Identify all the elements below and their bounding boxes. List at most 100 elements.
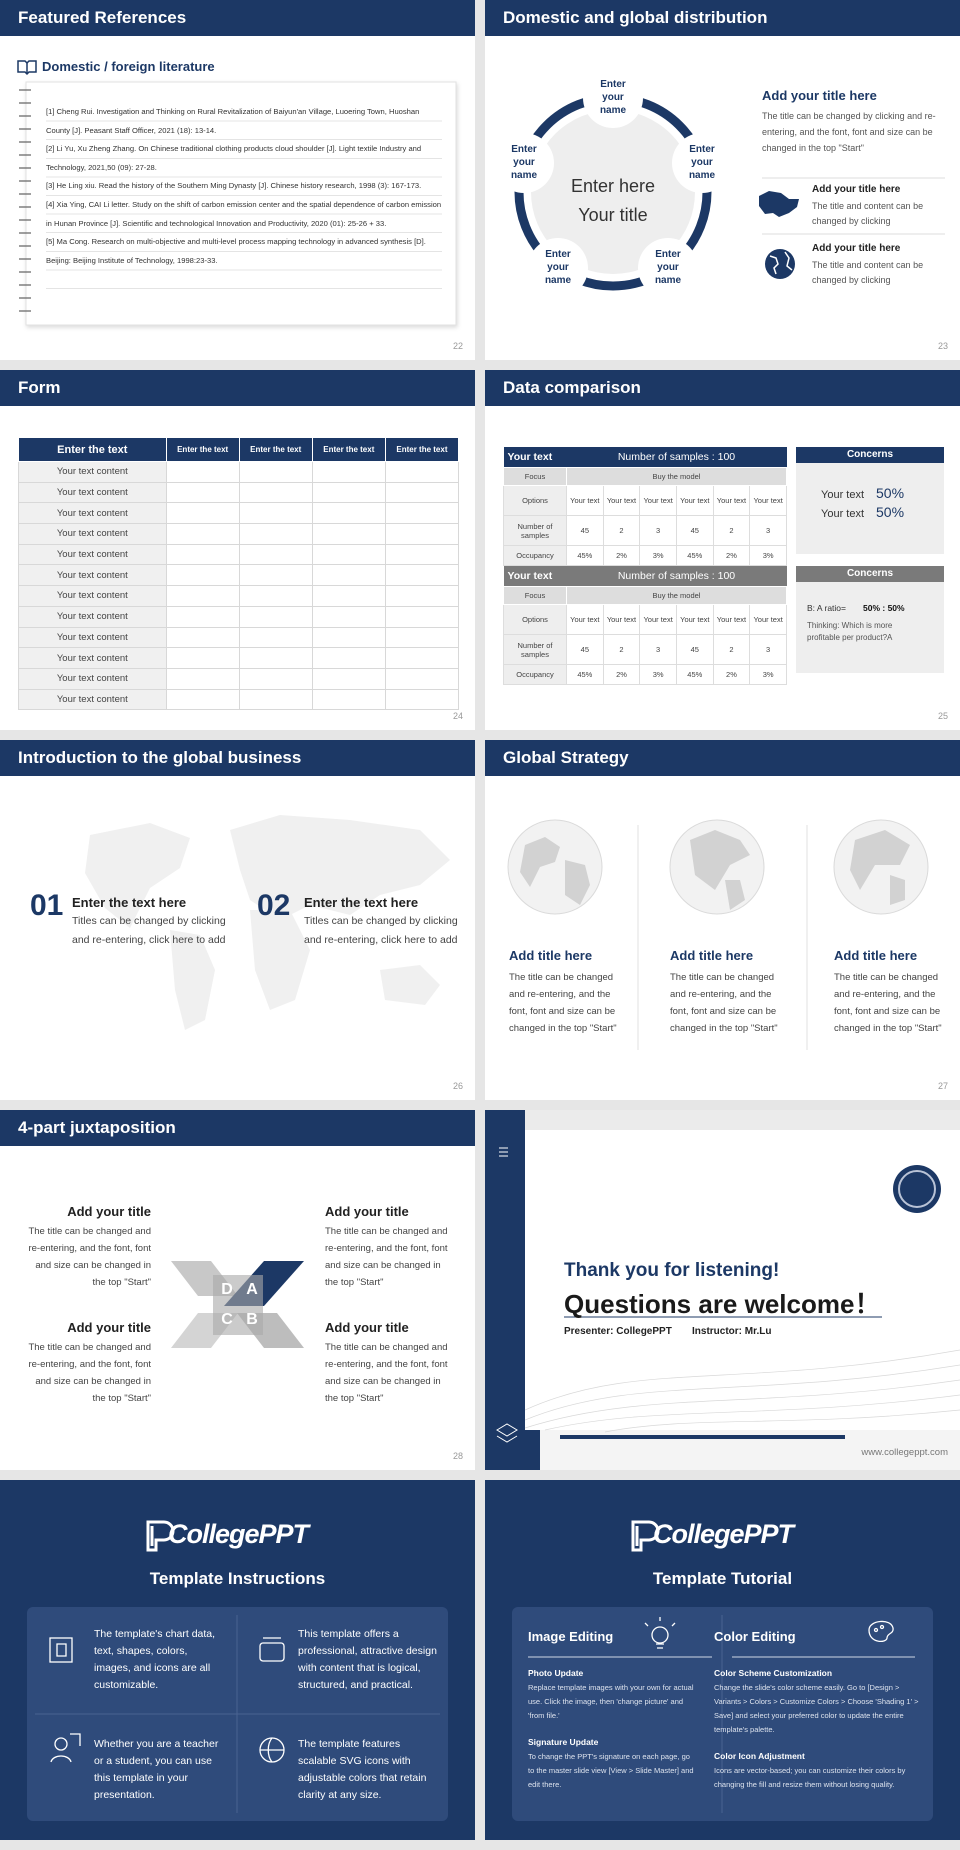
slide: Domestic and global distribution Enter he… [485,0,960,360]
cell [384,667,460,690]
sub-text: Icons are vector-based; you can customiz… [714,1766,906,1789]
cell [165,647,240,669]
cell: Your text [749,604,787,635]
cell [238,605,313,628]
slide-title: Introduction to the global business [0,740,475,776]
cell [311,626,386,649]
cell [165,502,240,525]
cell [311,461,386,483]
cell [384,564,460,587]
logo-mark [631,1520,660,1552]
slide: CollegePPT Template Instructions The templ… [0,1480,475,1840]
focus: Focus [503,586,567,605]
cell [311,502,386,525]
header-row: Enter the text Enter the text Enter the te… [18,437,460,462]
cell: 3% [749,545,787,566]
table-label: Your text [503,447,567,468]
decor [494,68,945,298]
cell [311,667,386,690]
page-number: 24 [452,711,463,721]
note-label: Your text [821,508,865,520]
cell: Your text [602,485,641,516]
table-row: Your text content [18,688,460,711]
slide-title: Domestic and global distribution [485,0,960,36]
cell: 45% [675,664,714,685]
instruction: This template offers a professional, att… [298,1628,437,1691]
row-label: Options [503,485,567,516]
item-title: Add your title [67,1320,151,1335]
cell: Your text [712,485,751,516]
table-row: Your text content [18,605,460,628]
emblem [893,1165,941,1213]
item-title: Enter the text here [72,895,187,910]
table-row: Your text content [18,564,460,587]
note-value: 50% [876,485,905,501]
center-text: Enter here [570,176,656,196]
cell: Your text [566,485,604,516]
slide: CollegePPT Template Tutorial Image Editing… [485,1480,960,1840]
section-heading: Color Editing [714,1629,796,1644]
sub-title: Photo Update [528,1668,584,1678]
table-row: Your text content [18,626,460,649]
icons [49,1637,285,1763]
instruction: The template's chart data, text, shapes,… [94,1628,216,1691]
column-header: Enter the text [384,437,460,462]
row-label: Your text content [18,585,167,607]
presenter: Presenter: CollegePPT [564,1326,672,1337]
section-body: Color Scheme Customization Change the sli… [714,1668,919,1792]
reference: [4] Xia Ying, CAI Li letter. Study on th… [46,199,442,228]
item-title: Add your title [325,1204,409,1219]
table-row: Options Your text Your text Your text Your t… [503,604,787,635]
logo: CollegePPT [653,1519,794,1549]
cell: Your text [749,485,787,516]
cell [311,585,386,607]
letter: A [246,1281,258,1298]
table-row: Your text content [18,523,460,545]
cell [384,688,460,711]
column-text: The title can be changed and re-entering… [670,972,778,1034]
instruction: Whether you are a teacher or a student, … [94,1738,219,1801]
cell: 3 [749,634,787,665]
table-row: Your text content [18,585,460,607]
column-header: Enter the text [238,437,313,462]
item-title: Add your title [325,1320,409,1335]
item-title: Add your title here [812,243,901,254]
bottom-bar [560,1435,845,1439]
table-row: Your text content [18,667,460,690]
item-text: The title can be changed and re-entering… [28,1226,151,1288]
note-box [796,447,944,554]
table-row: Your text content [18,481,460,504]
table-row: Number of samples 45 2 3 45 2 3 [503,515,787,546]
column-header: Enter the text [165,437,240,462]
page-number: 27 [937,1081,948,1091]
table-row: Occupancy 45% 2% 3% 45% 2% 3% [503,545,787,566]
cell: Your text [566,604,604,635]
emblem-ring [898,1170,936,1208]
cell: 3% [639,545,677,566]
spiral [19,89,31,312]
row-label: Your text content [18,543,167,566]
cell [311,647,386,669]
subtitle: Domestic / foreign literature [42,59,215,74]
row-label: Your text content [18,626,167,649]
cell [165,688,240,711]
slide: Featured References Domestic / foreign li… [0,0,475,360]
cell [165,543,240,566]
panel [525,1130,960,1430]
cell [384,523,460,545]
book-icon [17,60,37,76]
sub-title: Color Icon Adjustment [714,1751,805,1761]
cell [165,461,240,483]
decor [171,1261,304,1348]
logo: CollegePPT [168,1519,309,1549]
x-graphic [171,1261,304,1348]
row-label: Number of samples [503,515,567,546]
cell: 2 [712,634,751,665]
model: Buy the model [566,586,787,605]
cell [238,481,313,504]
cell [311,481,386,504]
reference-list: [1] Cheng Rui. Investigation and Thinkin… [46,103,442,289]
icons [644,1617,894,1649]
continents [85,815,450,1030]
cell: 2% [712,664,751,685]
